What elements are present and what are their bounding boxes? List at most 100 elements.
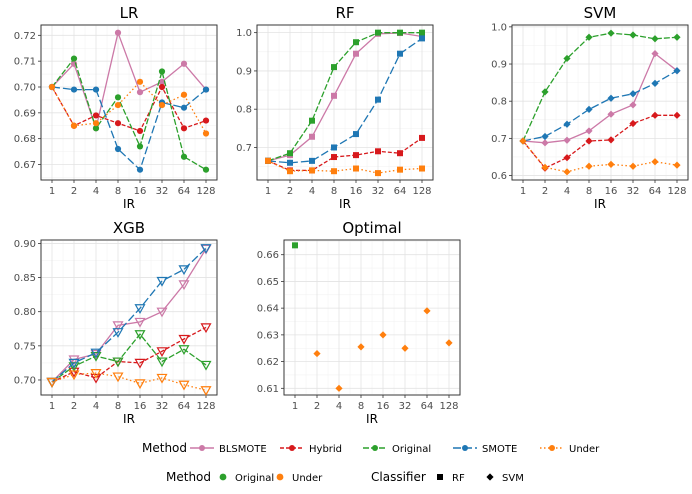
- data-point: [70, 122, 78, 129]
- data-point: [158, 83, 166, 91]
- data-point: [375, 148, 381, 155]
- data-point: [585, 137, 593, 145]
- panel-border: [40, 24, 218, 181]
- data-point: [379, 331, 387, 339]
- x-tick-label: 128: [439, 401, 458, 412]
- data-point: [156, 347, 168, 358]
- data-point: [136, 166, 144, 173]
- x-tick-label: 1: [49, 401, 55, 412]
- data-point: [114, 94, 122, 101]
- data-point: [563, 54, 571, 63]
- x-tick-label: 64: [394, 186, 407, 197]
- data-point: [541, 88, 549, 96]
- data-point: [607, 94, 615, 102]
- data-point: [156, 276, 168, 287]
- data-point: [112, 357, 124, 368]
- y-tick-label: 0.7: [236, 143, 252, 154]
- data-point: [70, 86, 78, 93]
- data-point: [397, 166, 403, 173]
- data-point: [335, 384, 343, 392]
- data-point: [156, 357, 168, 368]
- series-line: [522, 70, 678, 142]
- legend-title: Classifier: [371, 470, 426, 484]
- data-point: [136, 89, 144, 96]
- panel-xgb: 0.70 0.75 0.80 0.85 0.90 1 2 4 8 16 32 64 128 XGB IR: [14, 219, 218, 426]
- data-point: [158, 101, 166, 109]
- legend-label: RF: [452, 473, 465, 484]
- data-point: [90, 373, 102, 384]
- series-line: [267, 137, 423, 172]
- y-tick-label: 0.85: [14, 273, 36, 284]
- panel-title: LR: [120, 4, 139, 22]
- legend-label: SVM: [502, 473, 524, 484]
- data-point: [673, 111, 681, 119]
- legend-marker: [486, 473, 494, 481]
- data-point: [90, 349, 102, 360]
- data-point: [156, 307, 168, 318]
- data-point: [673, 67, 681, 75]
- legend-marker: [372, 445, 378, 451]
- data-point: [585, 105, 593, 113]
- panel-svm: 0.6 0.7 0.8 0.9 1.0 1 2 4 8 16 32 64 128 SVM IR: [491, 4, 689, 211]
- legend-title: Method: [142, 441, 187, 455]
- data-point: [651, 79, 659, 87]
- x-axis-label: IR: [123, 412, 135, 426]
- data-point: [92, 120, 100, 127]
- data-point: [90, 369, 102, 379]
- panel-title: Optimal: [342, 219, 401, 237]
- x-tick-label: 2: [287, 186, 293, 197]
- y-tick-label: 0.8: [491, 97, 507, 108]
- data-point: [629, 162, 637, 170]
- y-tick-label: 0.66: [257, 250, 279, 261]
- data-point: [158, 68, 166, 75]
- x-tick-label: 16: [605, 186, 618, 197]
- data-point: [563, 136, 571, 144]
- panel-lr: 0.67 0.68 0.69 0.70 0.71 0.72 1 2 4 8 16 32 64 128 LR I…: [14, 4, 218, 211]
- data-point: [519, 137, 527, 145]
- x-tick-label: 128: [412, 186, 431, 197]
- x-tick-label: 1: [292, 401, 298, 412]
- panel-title: RF: [335, 4, 354, 22]
- data-point: [200, 323, 212, 334]
- series-line: [267, 37, 423, 164]
- data-point: [419, 29, 425, 36]
- y-tick-label: 0.63: [257, 330, 279, 341]
- data-point: [541, 139, 549, 147]
- legend-label: BLSMOTE: [219, 444, 267, 455]
- data-point: [331, 154, 337, 161]
- x-tick-label: 64: [421, 401, 434, 412]
- data-point: [92, 112, 100, 119]
- data-point: [375, 29, 381, 36]
- data-point: [331, 144, 337, 151]
- panel-title: SVM: [584, 4, 617, 22]
- legend-label: Original: [235, 473, 274, 484]
- data-point: [629, 119, 637, 128]
- series-line: [51, 85, 207, 132]
- data-point: [309, 167, 315, 174]
- legend-marker: [276, 473, 284, 481]
- x-tick-label: 32: [399, 401, 412, 412]
- y-tick-label: 0.70: [14, 83, 36, 94]
- data-point: [375, 96, 381, 103]
- legend-marker: [549, 445, 555, 451]
- data-point: [673, 161, 681, 169]
- x-tick-label: 4: [564, 186, 570, 197]
- data-point: [178, 345, 190, 355]
- x-tick-label: 32: [156, 186, 169, 197]
- y-tick-label: 0.7: [491, 134, 507, 145]
- data-point: [607, 110, 615, 118]
- x-tick-label: 4: [309, 186, 315, 197]
- data-point: [180, 91, 188, 98]
- x-axis-label: IR: [123, 197, 135, 211]
- x-tick-label: 8: [586, 186, 592, 197]
- x-tick-label: 2: [71, 401, 77, 412]
- data-point: [353, 131, 359, 138]
- legend-label: Under: [292, 473, 323, 484]
- x-tick-label: 32: [372, 186, 385, 197]
- x-tick-label: 1: [265, 186, 271, 197]
- data-point: [401, 344, 409, 352]
- panel-title: XGB: [113, 219, 145, 237]
- data-point: [331, 64, 337, 71]
- y-tick-label: 0.69: [14, 108, 36, 119]
- data-point: [200, 360, 212, 371]
